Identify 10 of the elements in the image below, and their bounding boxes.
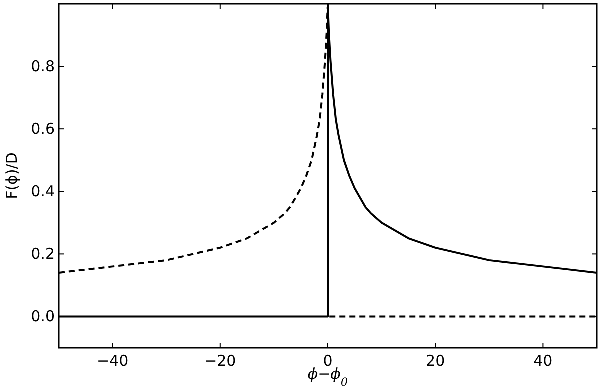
x-tick-label: 20 [426, 352, 446, 370]
x-tick-label: −20 [204, 352, 236, 370]
y-tick-label: 0.6 [31, 120, 55, 138]
y-tick-label: 0.2 [31, 245, 55, 264]
x-tick-label: −40 [96, 352, 129, 370]
x-tick-label: 40 [534, 352, 553, 370]
y-axis-title: F(ϕ)/D [3, 152, 21, 200]
y-tick-label: 0.0 [31, 308, 55, 326]
y-tick-label: 0.8 [31, 58, 55, 76]
y-tick-label: 0.4 [31, 182, 55, 201]
